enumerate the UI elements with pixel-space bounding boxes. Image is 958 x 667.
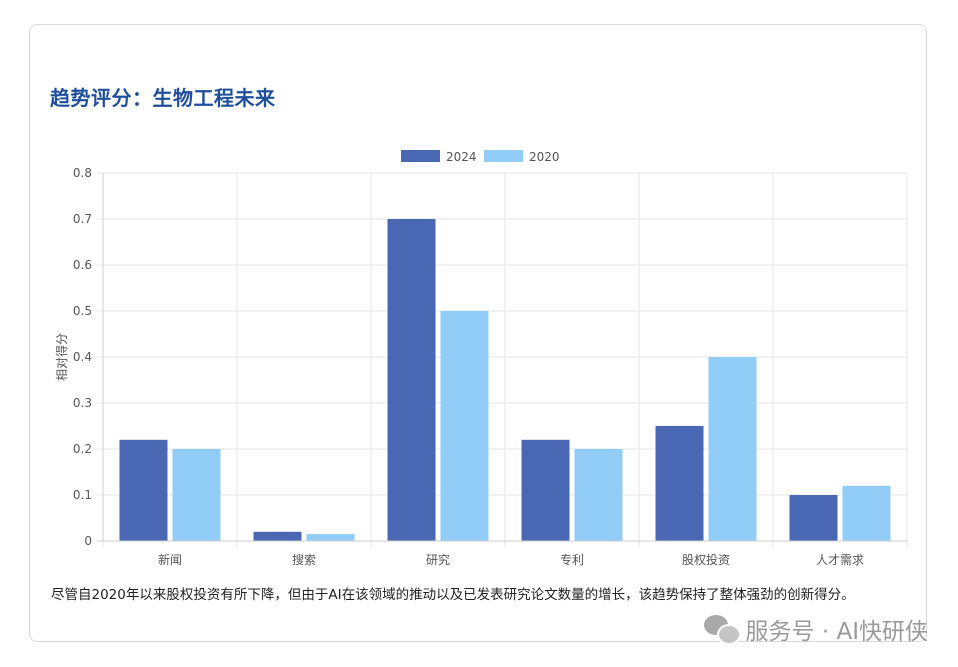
grid-lines (97, 172, 908, 548)
bars (119, 219, 891, 541)
bar-2024-搜索[interactable] (253, 531, 302, 541)
wechat-icon (703, 615, 741, 645)
watermark-text: 服务号 · AI快研侠 (745, 619, 928, 645)
watermark: 服务号 · AI快研侠 (703, 612, 928, 646)
bar-2020-新闻[interactable] (172, 449, 221, 541)
chart-caption: 尽管自2020年以来股权投资有所下降，但由于AI在该领域的推动以及已发表研究论文… (51, 587, 855, 603)
legend-label: 2020 (529, 150, 560, 164)
y-tick-label: 0.1 (73, 488, 92, 502)
y-tick-label: 0.8 (73, 166, 92, 180)
legend-item-2020[interactable]: 2020 (484, 150, 560, 164)
legend-swatch (401, 150, 440, 162)
bar-2020-专利[interactable] (574, 449, 623, 541)
chart-title: 趋势评分：生物工程未来 (50, 86, 276, 110)
bar-2020-人才需求[interactable] (842, 485, 891, 541)
x-tick-label: 研究 (426, 552, 450, 567)
bar-2020-搜索[interactable] (306, 534, 355, 541)
legend-swatch (484, 150, 523, 162)
legend-item-2024[interactable]: 2024 (401, 150, 477, 164)
bar-2024-专利[interactable] (521, 439, 570, 541)
y-tick-label: 0.2 (73, 442, 92, 456)
x-tick-label: 新闻 (158, 552, 182, 567)
y-tick-label: 0.4 (73, 350, 92, 364)
bar-2020-研究[interactable] (440, 311, 489, 541)
y-tick-label: 0 (84, 534, 92, 548)
x-tick-label: 人才需求 (816, 553, 864, 567)
y-axis-label: 相对得分 (54, 333, 69, 381)
bar-2024-人才需求[interactable] (789, 495, 838, 541)
x-tick-label: 股权投资 (682, 552, 730, 567)
y-tick-label: 0.5 (73, 304, 92, 318)
bar-2020-股权投资[interactable] (708, 357, 757, 541)
y-tick-label: 0.6 (73, 258, 92, 272)
bar-2024-研究[interactable] (387, 219, 436, 541)
x-tick-label: 专利 (560, 552, 584, 567)
x-tick-label: 搜索 (292, 552, 316, 567)
y-tick-label: 0.3 (73, 396, 92, 410)
legend-label: 2024 (446, 150, 477, 164)
legend[interactable]: 2024 2020 (401, 150, 560, 164)
axes: 0 0.1 0.2 0.3 0.4 0.5 0.6 0.7 0.8 新闻 搜索 研究 专利 股权投资 人才需… (73, 166, 907, 567)
y-tick-label: 0.7 (73, 212, 92, 226)
bar-2024-新闻[interactable] (119, 439, 168, 541)
bar-2024-股权投资[interactable] (655, 426, 704, 541)
